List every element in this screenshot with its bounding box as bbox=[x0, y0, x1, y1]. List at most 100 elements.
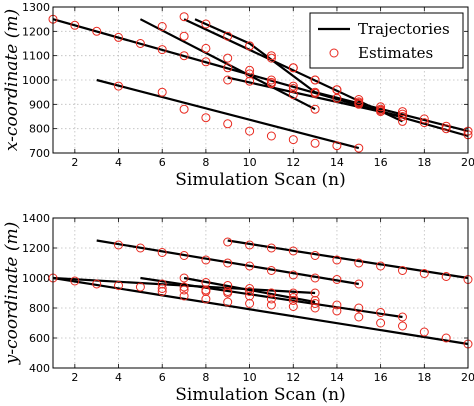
x-axis-label: Simulation Scan (n) bbox=[175, 385, 345, 405]
x-tick-label: 8 bbox=[202, 156, 209, 169]
x-tick-label: 14 bbox=[330, 371, 344, 384]
estimate-marker bbox=[288, 63, 298, 73]
x-tick-label: 2 bbox=[71, 371, 78, 384]
x-tick-label: 6 bbox=[159, 371, 166, 384]
estimate-marker bbox=[223, 75, 233, 85]
estimate-marker bbox=[201, 19, 211, 29]
estimate-marker bbox=[266, 300, 276, 310]
estimate-marker bbox=[266, 51, 276, 61]
estimate-marker bbox=[310, 104, 320, 114]
estimate-marker bbox=[354, 98, 364, 108]
y-tick-label: 1000 bbox=[22, 74, 50, 87]
estimate-marker bbox=[157, 248, 167, 257]
estimate-marker bbox=[223, 53, 233, 63]
estimate-marker bbox=[376, 318, 386, 328]
estimate-marker bbox=[245, 287, 255, 296]
estimate-marker bbox=[288, 90, 298, 100]
estimate-marker bbox=[288, 296, 298, 305]
y-tick-label: 700 bbox=[29, 147, 50, 160]
estimate-marker bbox=[332, 275, 342, 284]
estimate-marker bbox=[157, 87, 167, 97]
estimate-marker bbox=[288, 270, 298, 280]
y-tick-label: 1400 bbox=[22, 212, 50, 225]
estimate-marker bbox=[92, 26, 102, 36]
estimate-marker bbox=[310, 138, 320, 148]
estimate-marker bbox=[223, 119, 233, 129]
estimate-marker bbox=[332, 300, 342, 310]
estimate-marker bbox=[245, 284, 255, 293]
axes-frame bbox=[52, 6, 469, 154]
x-tick-label: 18 bbox=[417, 371, 431, 384]
y-tick-label: 900 bbox=[29, 98, 50, 111]
estimate-marker bbox=[70, 276, 80, 286]
estimate-marker bbox=[398, 266, 407, 275]
estimate-marker bbox=[114, 240, 123, 250]
trajectory-line-1 bbox=[96, 239, 359, 286]
estimate-marker bbox=[441, 272, 451, 281]
estimate-marker bbox=[288, 84, 298, 93]
y-tick-label: 400 bbox=[29, 362, 50, 375]
estimate-marker bbox=[92, 279, 102, 289]
estimate-marker bbox=[157, 22, 167, 31]
x-tick-label: 6 bbox=[159, 156, 166, 169]
y-tick-label: 1000 bbox=[22, 272, 50, 285]
estimate-marker bbox=[398, 109, 407, 119]
estimate-marker bbox=[398, 107, 407, 117]
estimate-marker bbox=[223, 237, 233, 247]
axes-frame bbox=[52, 217, 469, 369]
estimate-marker bbox=[354, 95, 364, 104]
estimate-marker bbox=[114, 281, 123, 290]
estimate-marker bbox=[441, 121, 451, 131]
x-tick-label: 4 bbox=[115, 371, 122, 384]
estimate-marker bbox=[179, 12, 189, 22]
x-tick-label: 12 bbox=[286, 156, 300, 169]
estimate-marker bbox=[441, 124, 451, 134]
x-tick-label: 10 bbox=[243, 371, 257, 384]
estimate-marker bbox=[201, 278, 211, 287]
estimate-marker bbox=[135, 243, 145, 253]
estimate-marker bbox=[157, 284, 167, 293]
legend-swatch-estimates bbox=[329, 48, 339, 58]
estimate-marker bbox=[157, 279, 167, 289]
estimate-marker bbox=[398, 321, 407, 331]
estimate-marker bbox=[376, 104, 386, 114]
y-tick-label: 1100 bbox=[22, 50, 50, 63]
estimate-marker bbox=[266, 288, 276, 298]
trajectory-line-5 bbox=[194, 18, 469, 133]
estimate-marker bbox=[201, 113, 211, 123]
estimate-marker bbox=[223, 31, 233, 41]
trajectory-line-5 bbox=[140, 276, 403, 319]
estimate-marker bbox=[310, 296, 320, 305]
x-tick-label: 20 bbox=[461, 156, 474, 169]
estimate-marker bbox=[179, 104, 189, 114]
estimate-marker bbox=[201, 57, 211, 67]
estimate-marker bbox=[223, 297, 233, 307]
estimate-marker bbox=[245, 261, 255, 271]
estimate-marker bbox=[419, 114, 429, 124]
estimate-marker bbox=[310, 251, 320, 260]
x-tick-label: 12 bbox=[286, 371, 300, 384]
legend-label-estimates: Estimates bbox=[358, 44, 433, 62]
x-axis-label: Simulation Scan (n) bbox=[175, 170, 345, 190]
y-axis-label: y-coordinate (m) bbox=[2, 222, 22, 366]
estimate-marker bbox=[332, 85, 342, 95]
estimate-marker bbox=[354, 279, 364, 289]
estimate-marker bbox=[179, 291, 189, 301]
estimate-marker bbox=[354, 303, 364, 313]
estimate-marker bbox=[310, 88, 320, 98]
estimate-marker bbox=[332, 141, 342, 151]
estimate-marker bbox=[310, 273, 320, 283]
estimate-marker bbox=[419, 327, 429, 337]
estimate-marker bbox=[135, 282, 145, 292]
estimate-marker bbox=[179, 51, 189, 61]
estimate-marker bbox=[245, 240, 255, 250]
y-tick-label: 800 bbox=[29, 123, 50, 136]
estimate-marker bbox=[376, 107, 386, 117]
estimate-marker bbox=[245, 41, 255, 51]
estimate-marker bbox=[288, 135, 298, 145]
estimate-marker bbox=[223, 258, 233, 268]
estimate-marker bbox=[419, 118, 429, 128]
y-tick-label: 1300 bbox=[22, 1, 50, 14]
estimate-marker bbox=[223, 281, 233, 290]
